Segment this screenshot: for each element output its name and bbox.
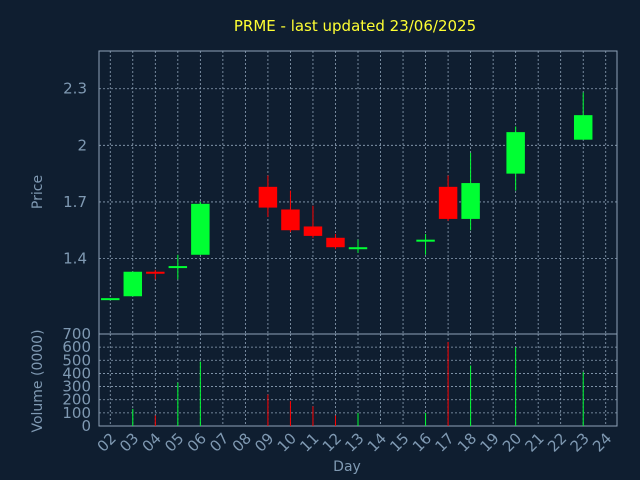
volume-axis-label: Volume (0000) xyxy=(30,329,46,432)
tick-labels: 0203040506070809101112131415161718192021… xyxy=(62,80,615,456)
candle-body xyxy=(191,203,210,255)
volume-tick-label: 500 xyxy=(62,351,91,369)
price-tick-label: 1.7 xyxy=(63,193,87,211)
volume-tick-label: 200 xyxy=(62,391,91,409)
candle-body xyxy=(168,266,188,269)
candle-body xyxy=(416,239,435,242)
volume-tick-label: 300 xyxy=(62,378,91,396)
candle-body xyxy=(258,186,278,208)
volume-tick-label: 100 xyxy=(62,404,91,422)
candle-body xyxy=(303,226,323,236)
candle-body xyxy=(573,115,593,140)
price-axis-label: Price xyxy=(30,175,46,209)
volume-tick-label: 700 xyxy=(62,325,91,343)
chart-title: PRME - last updated 23/06/2025 xyxy=(234,17,476,35)
volume-bars xyxy=(132,341,584,426)
candle-body xyxy=(101,298,120,301)
volume-tick-label: 400 xyxy=(62,364,91,382)
candle-body xyxy=(438,186,458,219)
candles xyxy=(101,92,593,301)
candle-body xyxy=(123,271,143,297)
candle-body xyxy=(461,183,480,219)
volume-tick-label: 600 xyxy=(62,338,91,356)
candle-body xyxy=(146,271,165,274)
volume-tick-label: 0 xyxy=(81,417,91,435)
candle-body xyxy=(326,237,345,248)
price-tick-label: 2.3 xyxy=(63,80,87,98)
candle-body xyxy=(506,132,525,174)
candle-body xyxy=(281,209,300,231)
candle-body xyxy=(348,247,368,250)
grid-lines xyxy=(99,51,617,426)
x-axis-label: Day xyxy=(333,459,361,475)
price-tick-label: 2 xyxy=(77,136,87,154)
price-tick-label: 1.4 xyxy=(63,250,87,268)
x-tick-label: 24 xyxy=(589,429,615,455)
